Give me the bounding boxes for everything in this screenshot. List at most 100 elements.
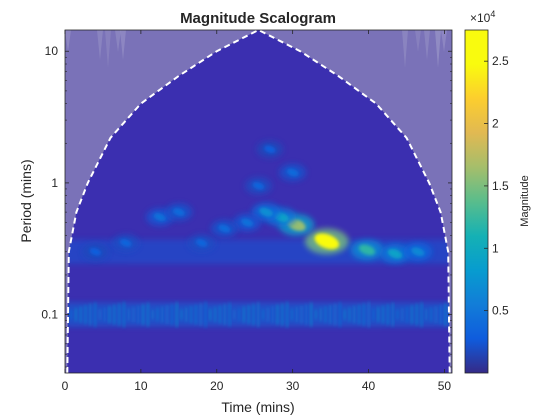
heatmap-texture [204,301,207,328]
heatmap-texture [314,309,317,320]
outside-streak [97,30,103,60]
heatmap-texture [142,304,145,326]
heatmap-texture [430,307,433,322]
heatmap-texture [247,305,250,325]
heatmap-texture [233,309,236,320]
heatmap-texture [257,302,260,328]
colorbar: 0.5 1 1.5 2 2.5 ×104 Magnitude [464,9,531,374]
heatmap-texture [290,308,293,321]
heatmap-texture [185,307,188,322]
heatmap-texture [228,302,231,327]
heatmap-peak [241,218,254,227]
heatmap-texture [377,307,380,323]
heatmap-texture [396,309,399,320]
heatmap-texture [281,303,284,327]
outside-streak [441,30,447,52]
heatmap-texture [420,302,423,328]
heatmap-texture [300,305,303,324]
x-axis-label: Time (mins) [221,399,294,415]
heatmap-texture [271,306,274,324]
heatmap-texture [410,305,413,325]
heatmap-texture [151,309,154,320]
heatmap-texture [338,302,341,328]
heatmap-texture [286,301,289,328]
heatmap-texture [353,306,356,324]
heatmap-texture [406,306,409,323]
heatmap-texture [382,305,385,324]
x-tick-label: 50 [438,379,452,393]
heatmap-texture [252,303,255,326]
colorbar-tick-label: 2 [492,117,499,131]
outside-streak [120,30,126,60]
heatmap-peak [89,247,102,256]
heatmap-texture [401,308,404,322]
outside-streak [105,30,111,68]
heatmap-texture [262,309,265,321]
x-tick-label: 0 [62,379,69,393]
heatmap-texture [209,308,212,321]
heatmap-texture [180,309,183,321]
colorbar-tick-label: 2.5 [492,54,509,68]
x-tick-label: 30 [286,379,300,393]
outside-streak [65,30,71,52]
heatmap-peak [387,248,403,259]
heatmap-texture [98,309,101,321]
heatmap-texture [214,307,217,323]
y-tick-label: 10 [45,44,59,58]
heatmap-texture [113,304,116,325]
plot-frame [64,29,453,374]
heatmap-texture [434,306,437,324]
heatmap-texture [324,306,327,323]
heatmap-texture [79,306,82,323]
heatmap-texture [156,308,159,322]
outside-streak [424,30,430,60]
heatmap-peak [286,168,299,177]
heatmap-texture [358,304,361,325]
heatmap-peak [264,145,276,154]
colorbar-exponent: ×104 [470,9,495,25]
heatmap-texture [170,303,173,326]
heatmap-texture [372,308,375,321]
heatmap-texture [175,302,178,328]
heatmap-texture [439,304,442,325]
heatmap-peak [172,208,185,217]
outside-streak [402,30,408,68]
heatmap-texture [137,305,140,324]
heatmap-texture [166,305,169,325]
heatmap-texture [122,301,125,328]
y-tick-label: 0.1 [41,308,58,322]
heatmap-texture [305,304,308,326]
heatmap-texture [194,304,197,325]
heatmap-texture [367,301,370,328]
colorbar-gradient [464,29,489,374]
heatmap-texture [190,306,193,324]
heatmap-texture [94,302,97,328]
heatmap-texture [84,305,87,325]
heatmap-peak [259,207,273,217]
chart-title: Magnitude Scalogram [180,10,336,27]
heatmap-texture [108,306,111,324]
heatmap-texture [319,308,322,322]
heatmap-texture [266,307,269,322]
heatmap-texture [415,303,418,326]
heatmap-texture [199,303,202,327]
heatmap-texture [132,307,135,323]
heatmap-texture [89,303,92,326]
heatmap-texture [444,303,447,327]
heatmap-texture [161,306,164,323]
heatmap-texture [276,304,279,325]
heatmap-texture [238,308,241,322]
heatmap-peak [358,244,376,256]
heatmap-texture [223,304,226,326]
colorbar-tick-label: 1 [492,241,499,255]
heatmap-peak [252,181,265,190]
plot-area: 0 10 20 30 40 50 0.1 1 10 [41,28,453,393]
x-tick-label: 40 [362,379,376,393]
heatmap-texture [348,307,351,322]
heatmap-texture [242,306,245,323]
heatmap-texture [334,303,337,326]
heatmap-texture [127,308,130,321]
heatmap-texture [146,302,149,327]
heatmap-peak [218,224,231,233]
